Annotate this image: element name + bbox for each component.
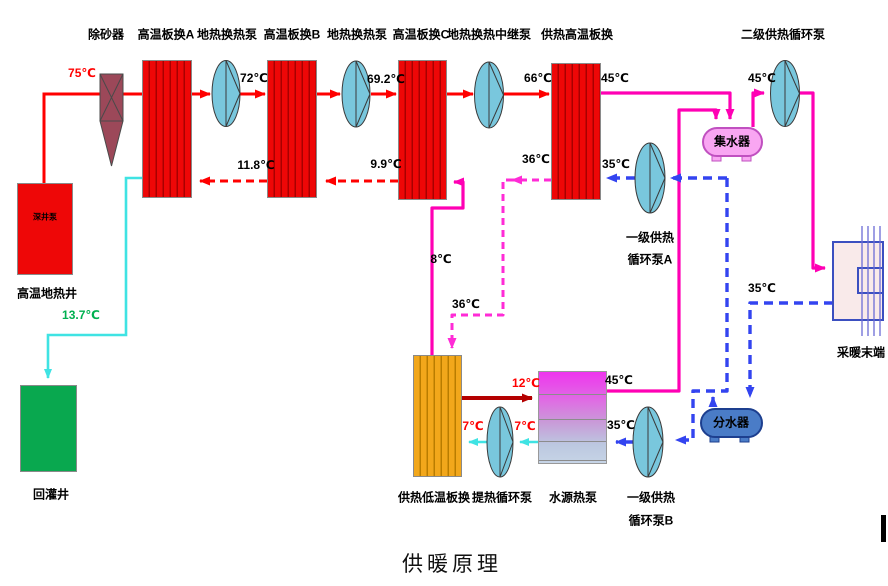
label-heat-lift-pump: 提热循环泵 — [471, 490, 533, 505]
label-secondary-supply-pump: 二级供热循环泵 — [740, 27, 826, 42]
hx-a-box — [142, 60, 192, 198]
label-primary-pump-b-2: 循环泵B — [628, 513, 674, 528]
sand-remover — [99, 73, 124, 167]
reinjection-well-box — [20, 385, 77, 472]
wshp-divider — [539, 394, 606, 395]
hx-c-box — [398, 60, 447, 200]
wshp-divider — [539, 441, 606, 442]
temp-45c-pump: 45℃ — [748, 71, 776, 85]
pumps — [211, 60, 800, 478]
heat-lift-pump — [486, 406, 514, 478]
temp-12c: 12℃ — [512, 376, 540, 390]
temp-72c: 72℃ — [240, 71, 268, 85]
label-geo-relay-pump: 地热换热中继泵 — [446, 27, 532, 42]
temp-45c-wshp: 45℃ — [605, 373, 633, 387]
water-collector-tank — [702, 127, 763, 157]
temp-11-8c: 11.8℃ — [237, 158, 275, 172]
pipe-36c-return — [447, 175, 551, 349]
temp-75c: 75℃ — [68, 66, 96, 80]
label-primary-pump-b-1: 一级供热 — [626, 490, 676, 505]
secondary-supply-pump — [770, 60, 800, 127]
pipe-reinjection — [44, 176, 538, 446]
temp-9-9c: 9.9℃ — [370, 157, 402, 171]
temp-36c-upper: 36℃ — [522, 152, 550, 166]
hot-geothermal-well-box — [17, 183, 73, 275]
label-sand-remover: 除砂器 — [87, 27, 125, 42]
label-geo-pump-2: 地热换热泵 — [326, 27, 388, 42]
label-water-distributor: 分水器 — [712, 415, 750, 430]
label-primary-pump-a-1: 一级供热 — [625, 230, 675, 245]
label-heating-terminal: 采暖末端 — [836, 345, 886, 360]
label-reinjection-well: 回灌井 — [32, 487, 70, 502]
supply-low-temp-hx-box — [413, 355, 462, 477]
temp-35c-hx: 35℃ — [602, 157, 630, 171]
heating-terminal — [832, 226, 884, 336]
label-hx-b: 高温板换B — [263, 27, 321, 42]
primary-supply-pump-a — [634, 142, 666, 214]
wshp-divider — [539, 460, 606, 461]
wshp-divider — [539, 419, 606, 420]
temp-36c-lower: 36℃ — [452, 297, 480, 311]
temp-7c-left: 7℃ — [462, 419, 484, 433]
water-distributor-tank — [700, 408, 763, 438]
temp-69-2c: 69.2℃ — [367, 72, 405, 86]
temp-45c-hx: 45℃ — [601, 71, 629, 85]
pipe-35c-return — [606, 173, 833, 447]
label-water-source-heat-pump: 水源热泵 — [548, 490, 598, 505]
label-hx-a: 高温板换A — [137, 27, 195, 42]
label-supply-high-temp-hx: 供热高温板换 — [540, 27, 614, 42]
geo-relay-pump — [474, 61, 504, 129]
geo-pump-1 — [211, 60, 241, 127]
temp-13-7c: 13.7℃ — [62, 308, 100, 322]
hx-b-box — [267, 60, 317, 198]
geo-pump-2 — [341, 60, 371, 128]
label-water-collector: 集水器 — [713, 134, 751, 149]
supply-high-temp-hx-box — [551, 63, 601, 200]
primary-supply-pump-b — [632, 406, 664, 478]
temp-35c-terminal: 35℃ — [748, 281, 776, 295]
page-title: 供暖原理 — [402, 552, 502, 576]
label-hot-geothermal-well: 高温地热井 — [16, 286, 78, 301]
label-hx-c: 高温板换C — [392, 27, 450, 42]
label-primary-pump-a-2: 循环泵A — [627, 252, 673, 267]
black-bar — [881, 515, 886, 542]
temp-66c: 66℃ — [524, 71, 552, 85]
temp-35c-wshp: 35℃ — [607, 418, 635, 432]
temp-7c-right: 7℃ — [514, 419, 536, 433]
label-deep-well-pump: 深井泵 — [33, 212, 57, 222]
temp-8c: 8℃ — [430, 252, 452, 266]
tank-feet — [709, 152, 752, 443]
label-geo-pump-1: 地热换热泵 — [196, 27, 258, 42]
water-source-heat-pump-box — [538, 371, 607, 464]
pipe-heating-supply — [430, 88, 826, 393]
label-supply-low-temp-hx: 供热低温板换 — [397, 490, 471, 505]
